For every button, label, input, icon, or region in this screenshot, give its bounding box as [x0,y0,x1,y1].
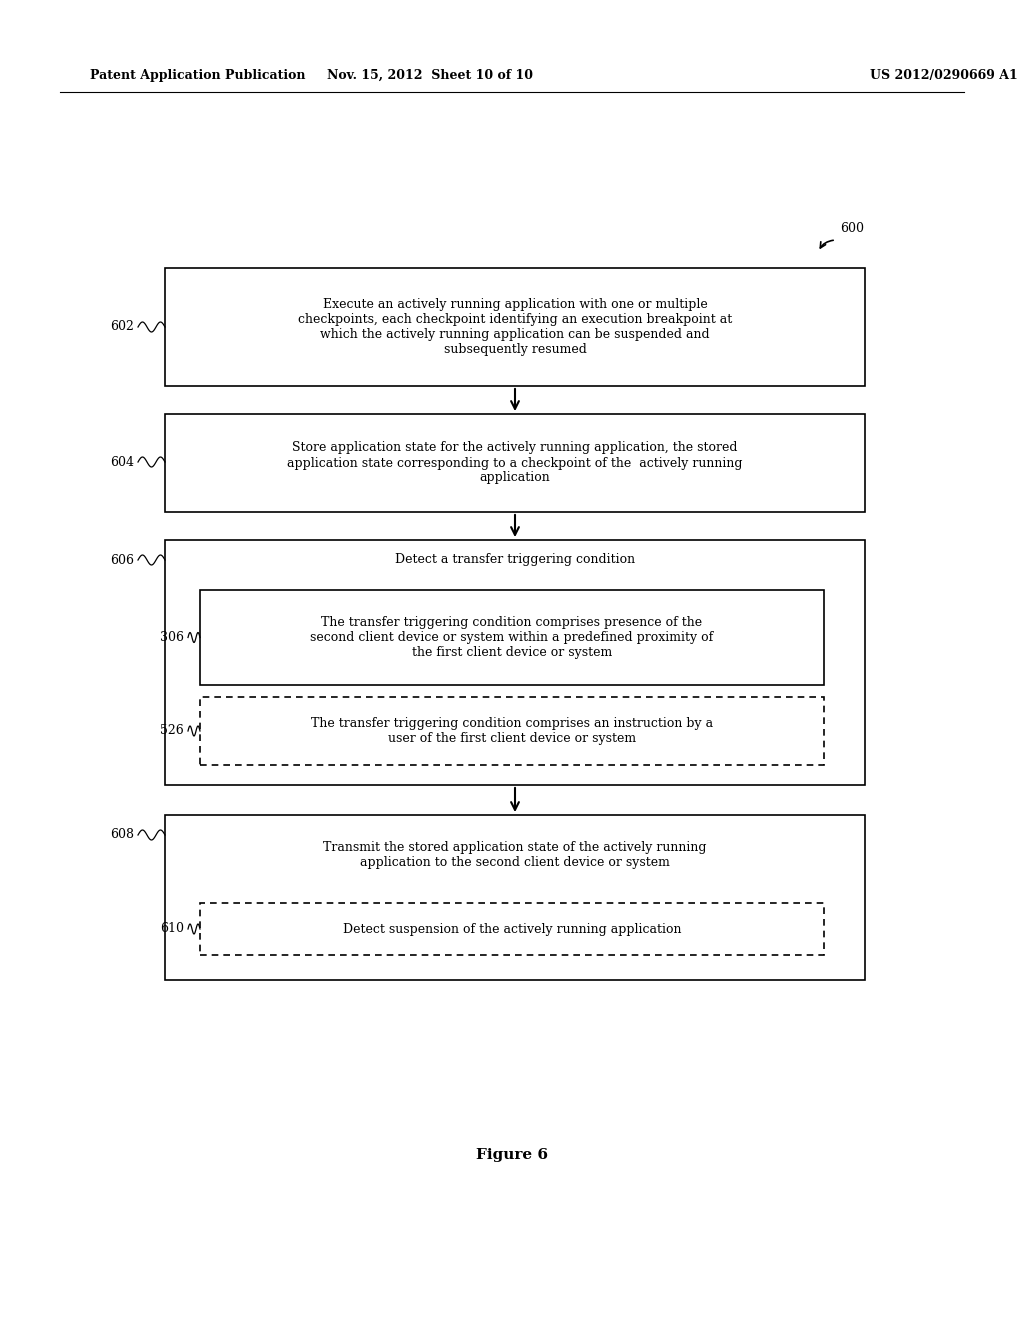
Text: Figure 6: Figure 6 [476,1148,548,1162]
Text: US 2012/0290669 A1: US 2012/0290669 A1 [870,69,1018,82]
Text: 526: 526 [160,725,183,738]
Text: The transfer triggering condition comprises presence of the
second client device: The transfer triggering condition compri… [310,616,714,659]
Bar [165,268,865,385]
Text: Nov. 15, 2012  Sheet 10 of 10: Nov. 15, 2012 Sheet 10 of 10 [327,69,534,82]
Text: Execute an actively running application with one or multiple
checkpoints, each c: Execute an actively running application … [298,298,732,356]
Text: 608: 608 [110,829,134,842]
Text: 602: 602 [110,321,134,334]
Text: Detect a transfer triggering condition: Detect a transfer triggering condition [395,553,635,566]
Bar [165,814,865,979]
Text: 606: 606 [110,553,134,566]
Text: 604: 604 [110,455,134,469]
Text: 610: 610 [160,923,184,936]
Text: Detect suspension of the actively running application: Detect suspension of the actively runnin… [343,923,681,936]
Text: The transfer triggering condition comprises an instruction by a
user of the firs: The transfer triggering condition compri… [311,717,713,744]
Text: Patent Application Publication: Patent Application Publication [90,69,305,82]
Bar [200,697,824,766]
Bar [165,540,865,785]
Bar [200,590,824,685]
Text: Store application state for the actively running application, the stored
applica: Store application state for the actively… [288,441,742,484]
Bar [165,414,865,512]
Text: 600: 600 [840,222,864,235]
Bar [200,903,824,954]
Text: 306: 306 [160,631,184,644]
Text: Transmit the stored application state of the actively running
application to the: Transmit the stored application state of… [324,841,707,869]
